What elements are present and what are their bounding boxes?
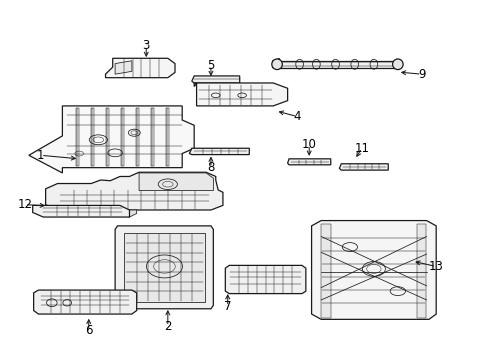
Polygon shape	[416, 224, 425, 318]
Polygon shape	[34, 290, 137, 314]
Text: 8: 8	[207, 161, 214, 174]
Polygon shape	[225, 265, 305, 294]
Polygon shape	[272, 58, 281, 68]
Polygon shape	[194, 83, 287, 106]
Polygon shape	[33, 206, 129, 217]
Polygon shape	[321, 224, 330, 318]
Text: 6: 6	[85, 324, 92, 337]
Text: 11: 11	[354, 142, 368, 155]
Text: 4: 4	[293, 110, 300, 123]
Polygon shape	[123, 233, 205, 302]
Polygon shape	[311, 221, 435, 319]
Polygon shape	[191, 76, 239, 83]
Text: 13: 13	[428, 260, 443, 273]
Polygon shape	[106, 108, 108, 166]
Ellipse shape	[392, 59, 402, 69]
Polygon shape	[115, 61, 132, 74]
Polygon shape	[91, 108, 94, 166]
Polygon shape	[139, 173, 213, 190]
Text: 9: 9	[417, 68, 425, 81]
Ellipse shape	[271, 59, 282, 69]
Polygon shape	[45, 172, 223, 210]
Text: 2: 2	[164, 320, 171, 333]
Polygon shape	[136, 108, 139, 166]
Polygon shape	[29, 106, 194, 173]
Polygon shape	[339, 164, 387, 170]
Polygon shape	[120, 210, 137, 217]
Text: 10: 10	[301, 138, 316, 151]
Text: 5: 5	[207, 59, 214, 72]
Text: 7: 7	[224, 300, 231, 313]
Polygon shape	[278, 61, 397, 68]
Polygon shape	[121, 108, 123, 166]
Polygon shape	[76, 108, 79, 166]
Text: 3: 3	[142, 40, 150, 53]
Polygon shape	[105, 58, 175, 78]
Polygon shape	[287, 159, 330, 165]
Polygon shape	[165, 108, 168, 166]
Text: 12: 12	[18, 198, 32, 211]
Text: 1: 1	[37, 149, 44, 162]
Polygon shape	[150, 108, 153, 166]
Polygon shape	[115, 226, 213, 309]
Polygon shape	[189, 148, 249, 154]
